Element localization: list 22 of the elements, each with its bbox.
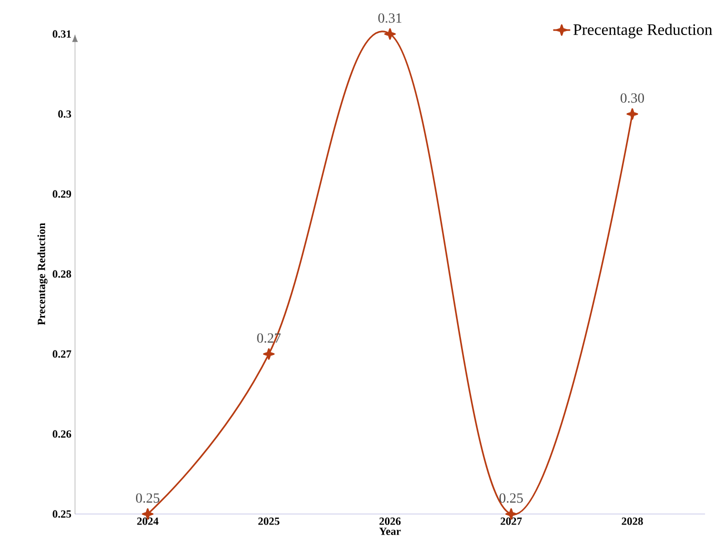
data-label: 0.30 <box>620 93 644 103</box>
y-tick-label: 0.26 <box>52 430 72 438</box>
data-label: 0.31 <box>378 13 402 23</box>
x-tick-label: 2024 <box>137 518 158 525</box>
legend-label: Precentage Reduction <box>573 24 712 38</box>
point <box>384 28 396 40</box>
x-axis-title: Year <box>379 528 401 536</box>
y-tick-label: 0.27 <box>52 350 72 358</box>
point <box>626 108 638 120</box>
x-tick-label: 2027 <box>500 518 522 525</box>
y-tick-label: 0.29 <box>52 190 72 198</box>
data-label: 0.25 <box>499 493 523 503</box>
x-tick-label: 2026 <box>379 518 401 525</box>
y-tick-label: 0.3 <box>58 110 72 118</box>
x-tick-label: 2025 <box>258 518 280 525</box>
x-tick-label: 2028 <box>622 518 643 525</box>
y-tick-label: 0.28 <box>52 270 72 278</box>
y-tick-label: 0.25 <box>52 510 72 518</box>
y-tick-label: 0.31 <box>52 30 71 38</box>
y-axis-title: Precentage Reduction <box>37 222 48 325</box>
data-label: 0.25 <box>136 493 160 503</box>
point <box>263 348 275 360</box>
